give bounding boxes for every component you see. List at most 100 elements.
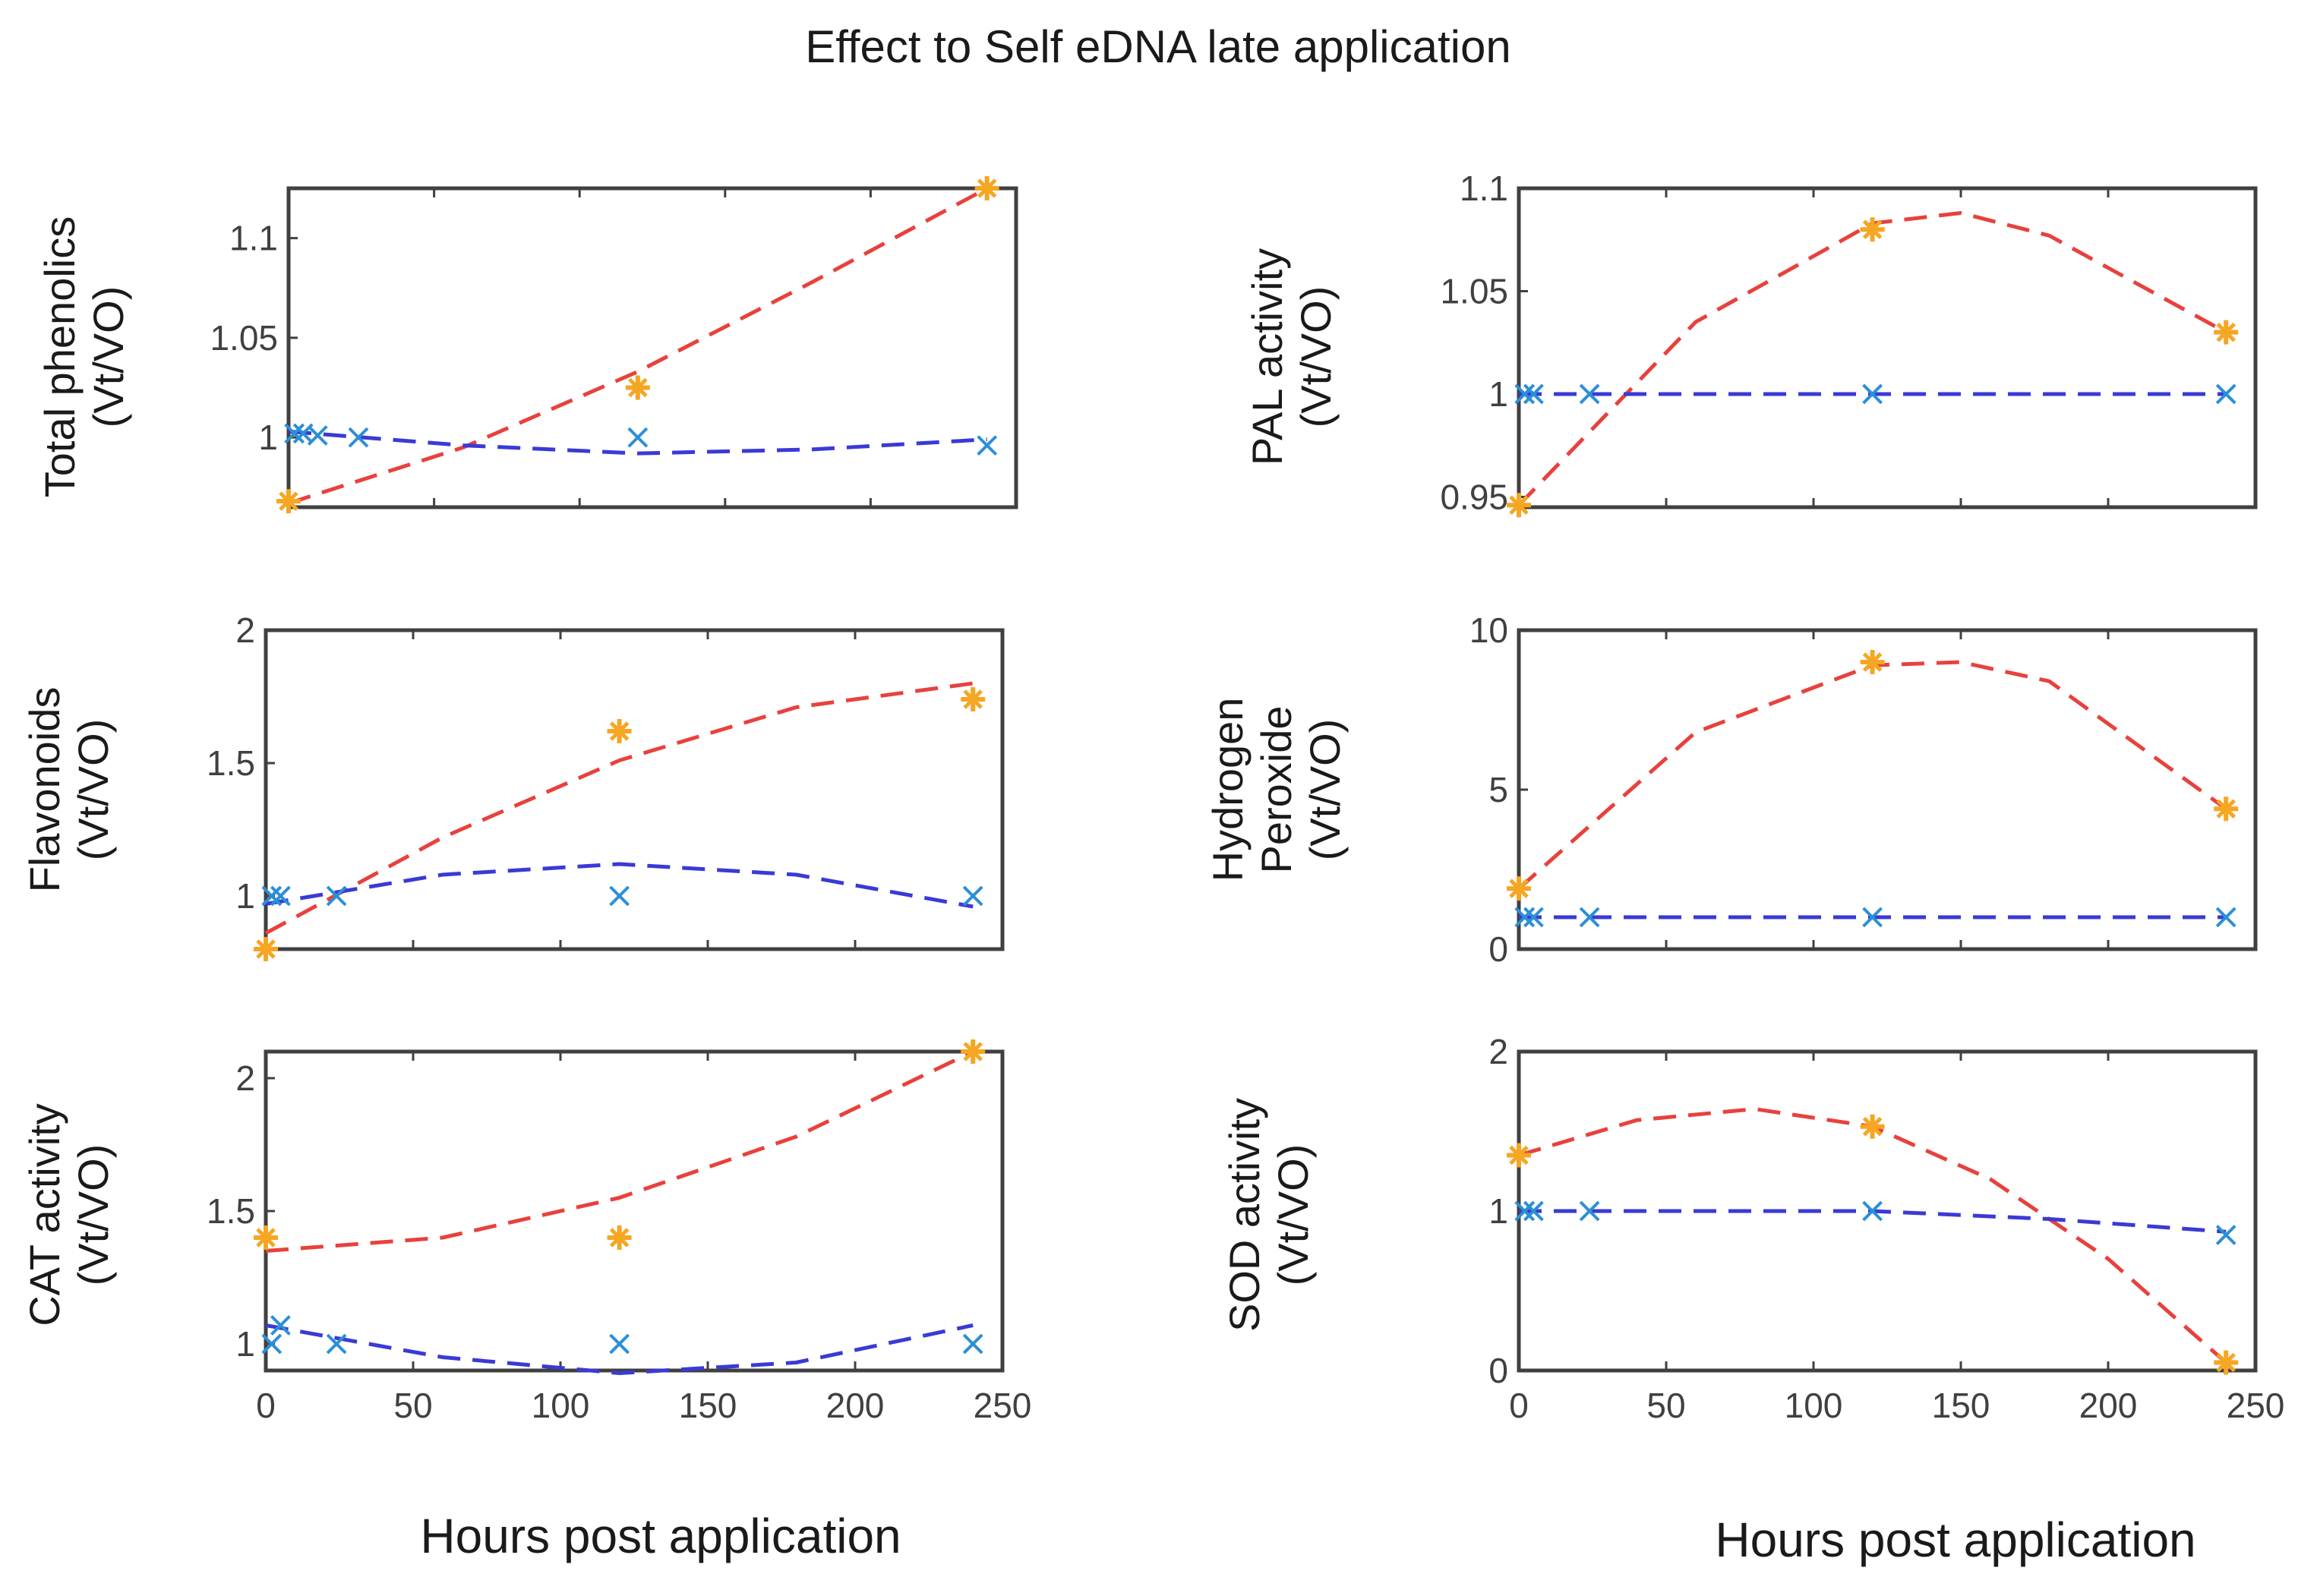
control-point — [977, 435, 998, 456]
control-point — [270, 1315, 291, 1336]
control-point — [609, 1333, 630, 1355]
control-point — [348, 427, 369, 448]
panel-4: 0 5 10 Hydrogen Peroxide (Vt/VO) — [1204, 610, 2258, 969]
control-point — [1523, 907, 1544, 928]
treated-point — [1507, 1143, 1531, 1168]
treated-point — [2214, 796, 2239, 822]
y-tick-label: 1 — [258, 418, 278, 457]
treated-point — [1507, 493, 1531, 518]
treated-point — [607, 719, 632, 743]
y-tick-label: 2 — [1488, 1032, 1508, 1071]
x-tick-label: 200 — [2079, 1386, 2138, 1425]
control-fit-line — [1519, 1209, 2227, 1234]
panel-6: 0 1 2 0 50 100 150 200 250 SOD activity (Vt/VO) — [1220, 1032, 2284, 1425]
control-point — [1862, 907, 1883, 928]
treated-point — [607, 1225, 632, 1250]
control-point — [307, 425, 328, 446]
control-point — [284, 423, 305, 444]
treated-point — [625, 375, 650, 400]
x-axis-label-left: Hours post application — [420, 1509, 901, 1563]
plot-area — [264, 628, 1005, 951]
control-point — [627, 427, 649, 448]
control-fit-line — [265, 1323, 974, 1375]
control-point — [1579, 383, 1600, 405]
control-point — [609, 885, 630, 907]
treated-point — [1860, 650, 1885, 674]
control-point — [270, 885, 291, 907]
y-axis-label: (Vt/VO) — [1269, 1144, 1317, 1286]
control-point — [1579, 907, 1600, 928]
y-tick-label: 2 — [235, 1058, 255, 1098]
treated-point — [961, 687, 986, 711]
control-point — [1514, 383, 1536, 405]
y-tick-label: 0.95 — [1440, 477, 1508, 516]
x-tick-label: 50 — [1646, 1386, 1685, 1425]
y-axis-label: SOD activity — [1220, 1098, 1268, 1332]
x-tick-label: 250 — [974, 1386, 1032, 1425]
control-point — [1579, 1200, 1600, 1222]
y-tick-label: 1 — [1488, 374, 1508, 414]
panel-2: 0.95 1 1.05 1.1 PAL activity (Vt/VO) — [1243, 169, 2258, 518]
plot-area — [286, 186, 1018, 509]
treated-fit-line — [1517, 660, 2227, 891]
x-tick-label: 150 — [1932, 1386, 1990, 1425]
treated-fit-line — [288, 186, 988, 506]
x-tick-label: 0 — [256, 1386, 276, 1425]
y-axis-label: (Vt/VO) — [1301, 719, 1349, 861]
control-point — [326, 885, 347, 907]
figure-title: Effect to Self eDNA late application — [805, 21, 1510, 72]
treated-point — [276, 489, 301, 514]
control-point — [962, 1333, 983, 1355]
y-tick-label: 1.05 — [1440, 271, 1508, 311]
y-tick-label: 5 — [1488, 770, 1508, 809]
control-fit-line — [265, 862, 974, 909]
control-point — [2215, 1225, 2237, 1245]
x-tick-label: 0 — [1509, 1386, 1529, 1425]
treated-point — [961, 1039, 986, 1064]
treated-point — [254, 1225, 278, 1250]
control-point — [261, 1333, 283, 1355]
plot-area — [1517, 186, 2258, 509]
y-tick-label: 1 — [1488, 1191, 1508, 1231]
x-axis-label-right: Hours post application — [1715, 1512, 2195, 1567]
y-tick-label: 0 — [1488, 1351, 1508, 1390]
panel-1: 1 1.05 1.1 Total phenolics (Vt/VO) — [36, 176, 1018, 514]
control-point — [261, 885, 283, 907]
y-axis-label: (Vt/VO) — [69, 719, 117, 861]
y-axis-label: Flavonoids — [21, 687, 68, 893]
control-point — [1862, 1200, 1883, 1222]
treated-point — [974, 176, 999, 200]
treated-point — [1507, 876, 1531, 901]
treated-point — [254, 937, 278, 961]
y-tick-label: 1 — [235, 1324, 255, 1364]
x-tick-label: 200 — [826, 1386, 885, 1425]
control-fit-line — [288, 429, 987, 456]
treated-fit-line — [265, 1049, 974, 1253]
y-axis-label: Peroxide — [1252, 705, 1300, 873]
control-point — [1514, 907, 1536, 928]
y-tick-label: 1.5 — [207, 1191, 255, 1231]
y-tick-label: 1.1 — [1460, 169, 1508, 208]
y-tick-label: 1 — [235, 876, 255, 916]
y-axis-label: PAL activity — [1243, 248, 1291, 465]
y-axis-label: Total phenolics — [36, 216, 84, 497]
x-tick-label: 50 — [393, 1386, 432, 1425]
y-axis-label: (Vt/VO) — [1292, 286, 1340, 428]
control-point — [2215, 383, 2237, 405]
x-tick-label: 150 — [679, 1386, 737, 1425]
panel-3: 1 1.5 2 Flavonoids (Vt/VO) — [21, 610, 1005, 961]
y-axis-label: (Vt/VO) — [84, 286, 132, 428]
y-tick-label: 1.05 — [210, 318, 278, 358]
y-axis-label: Hydrogen — [1204, 698, 1252, 882]
control-point — [2215, 907, 2237, 928]
y-tick-label: 1.1 — [229, 219, 278, 258]
y-tick-label: 0 — [1488, 929, 1508, 969]
treated-point — [1860, 217, 1885, 242]
control-point — [962, 885, 983, 907]
x-tick-label: 250 — [2227, 1386, 2285, 1425]
treated-point — [1860, 1114, 1885, 1139]
treated-fit-line — [1517, 211, 2227, 507]
x-tick-label: 100 — [532, 1386, 590, 1425]
y-tick-label: 2 — [235, 610, 255, 650]
